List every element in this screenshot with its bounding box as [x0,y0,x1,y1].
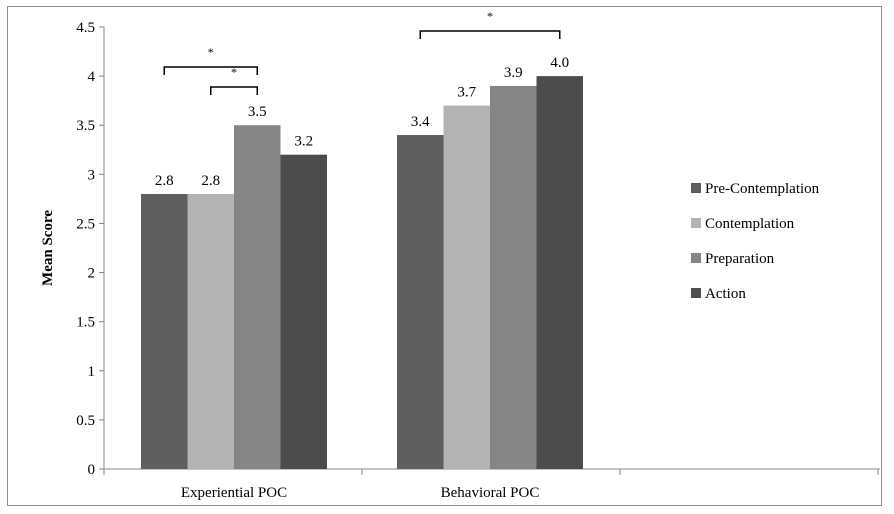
data-label: 3.4 [411,114,430,130]
bar [141,193,188,469]
bar [490,85,537,469]
y-tick-label: 2.5 [76,216,95,232]
x-category-label: Behavioral POC [441,485,540,501]
significance-marker: * [231,65,237,79]
bar [234,125,281,469]
y-tick-label: 0.5 [76,413,95,429]
data-label: 4.0 [550,55,569,71]
legend-label: Contemplation [705,216,795,232]
legend-label: Action [705,286,746,302]
bar [187,193,234,469]
legend-label: Preparation [705,251,775,267]
bar [280,154,327,469]
y-tick-label: 4.5 [76,20,95,36]
bar [536,76,583,469]
x-category-label: Experiential POC [181,485,287,501]
significance-bracket [210,86,258,95]
significance-marker: * [487,9,493,23]
data-label: 2.8 [155,173,174,189]
y-tick-label: 0 [88,462,96,478]
y-axis-title: Mean Score [40,210,56,286]
legend-swatch [691,253,701,263]
legend-swatch [691,288,701,298]
y-tick-label: 1 [88,364,96,380]
bar [443,105,490,470]
y-tick-label: 3 [88,167,96,183]
y-tick-label: 4 [88,69,96,85]
data-label: 3.9 [504,65,523,81]
legend-label: Pre-Contemplation [705,181,820,197]
data-label: 3.5 [248,104,267,120]
y-tick-label: 2 [88,266,96,282]
data-label: 3.7 [457,85,476,101]
y-tick-label: 1.5 [76,315,95,331]
legend-swatch [691,218,701,228]
y-tick-label: 3.5 [76,118,95,134]
significance-bracket [163,66,258,75]
significance-marker: * [208,45,214,59]
bar [397,135,444,470]
legend-swatch [691,183,701,193]
data-label: 2.8 [201,173,220,189]
data-label: 3.2 [294,134,313,150]
significance-bracket [419,30,561,39]
